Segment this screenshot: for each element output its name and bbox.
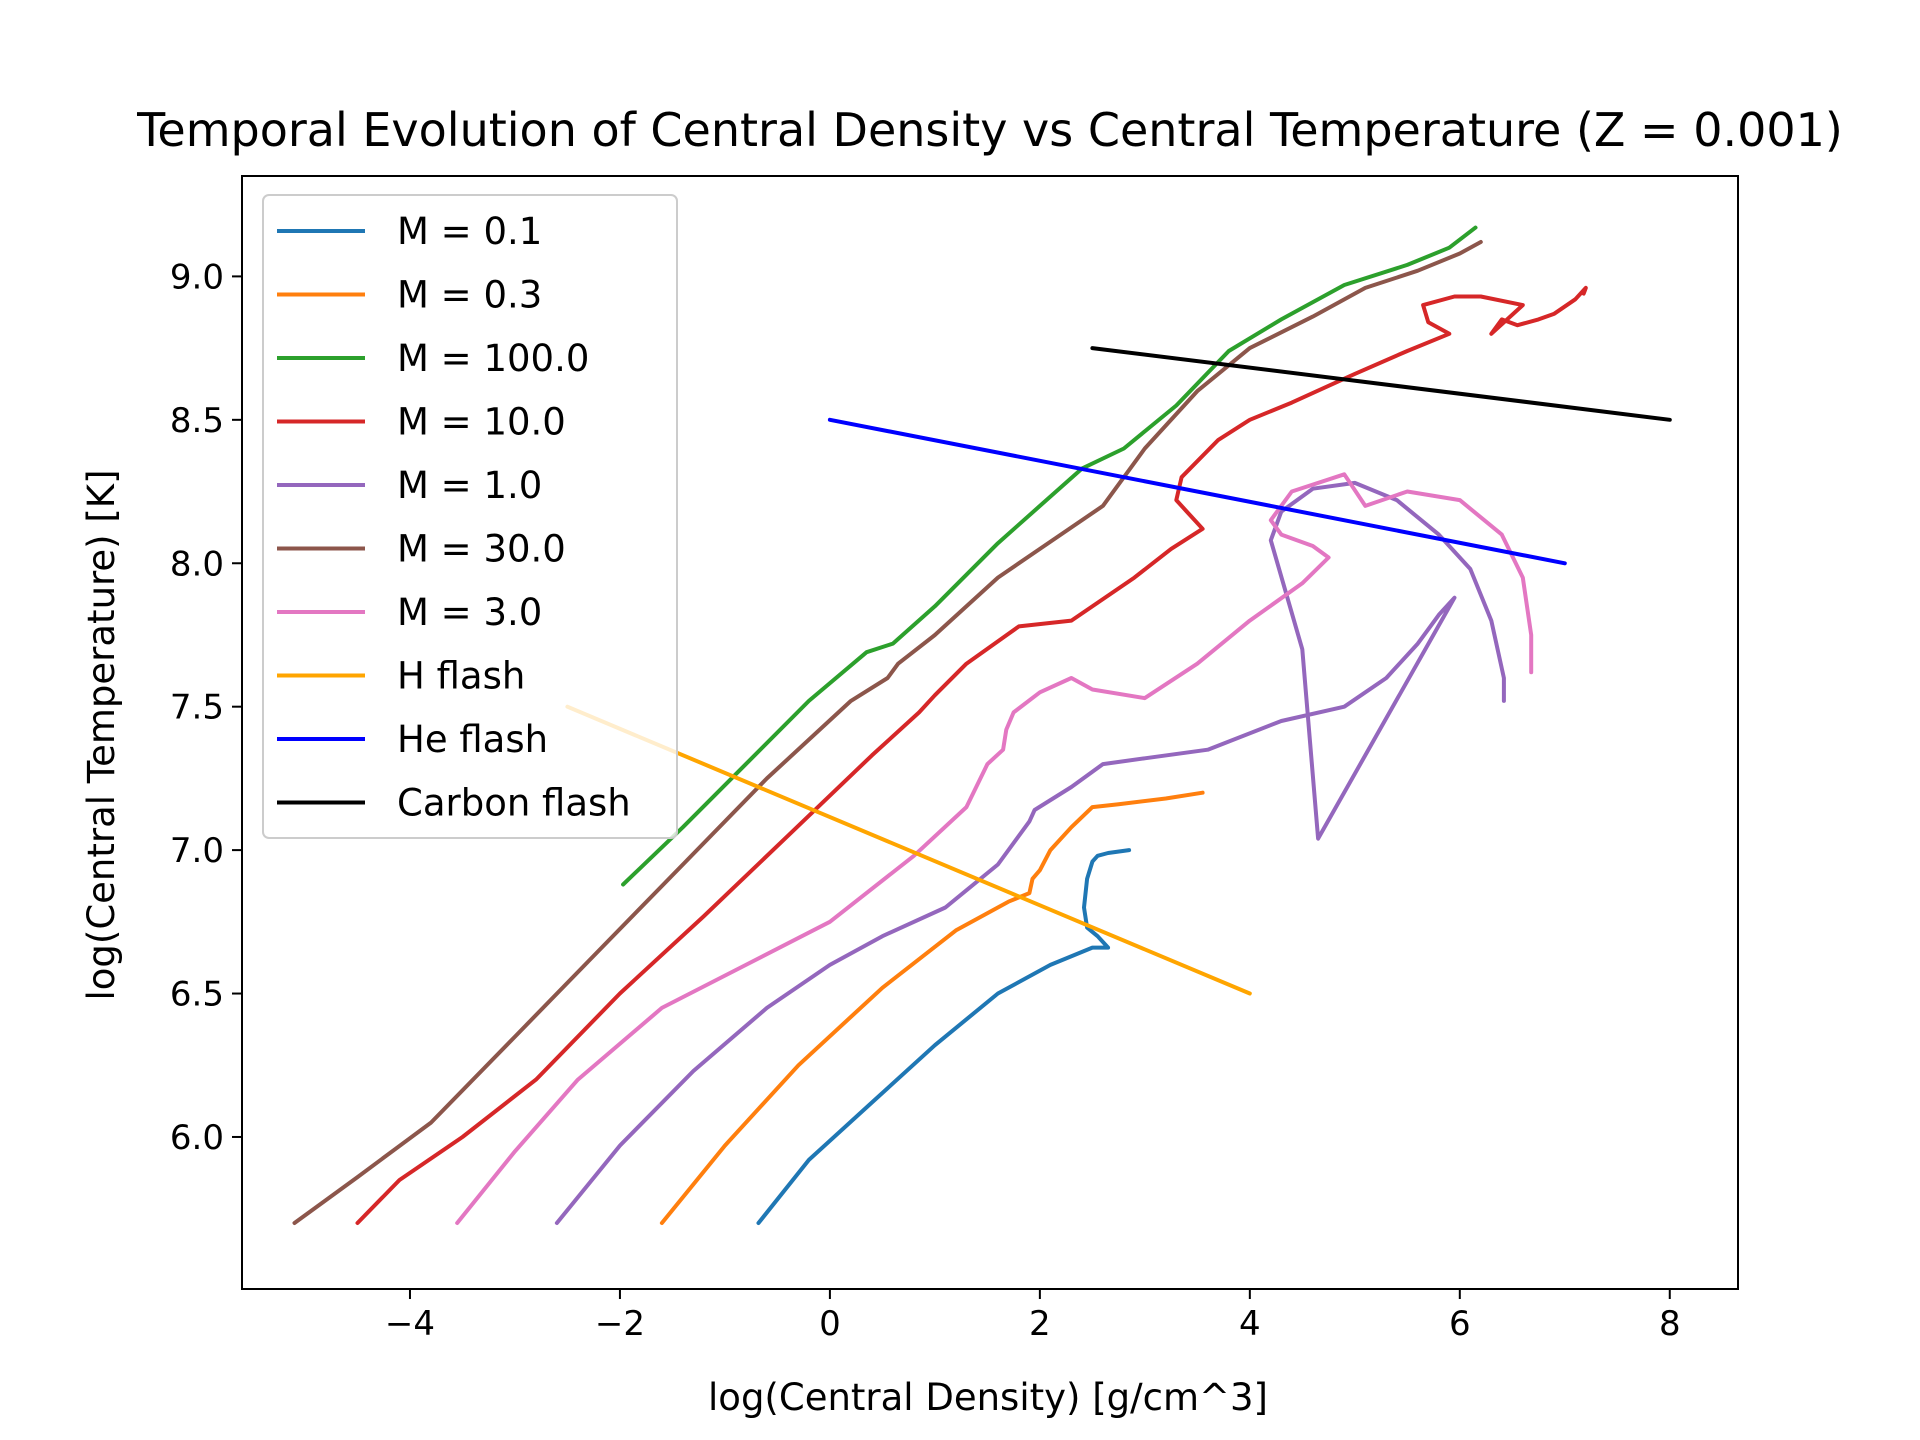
legend-box xyxy=(262,194,678,839)
plot-area xyxy=(241,175,1739,1290)
series-line-he-flash xyxy=(827,417,1567,566)
x-tick-label: 0 xyxy=(819,1304,841,1344)
x-tick-label: 4 xyxy=(1239,1304,1261,1344)
legend-label-carbon-flash: Carbon flash xyxy=(397,782,631,825)
x-tick-label: −4 xyxy=(385,1304,435,1344)
legend-label-he-flash: He flash xyxy=(397,718,548,761)
y-axis: 6.0 6.5 7.0 7.5 8.0 8.5 9.0 xyxy=(170,257,242,1158)
x-axis-label: log(Central Density) [g/cm^3] xyxy=(708,1376,1268,1419)
series-line-m-3-0 xyxy=(455,472,1534,1225)
series-line-m-100-0 xyxy=(621,225,1478,887)
y-tick-label: 9.0 xyxy=(170,257,224,297)
plot-frame xyxy=(241,175,1739,1290)
x-tick-label: 2 xyxy=(1029,1304,1051,1344)
legend-label-m-0-3: M = 0.3 xyxy=(397,274,542,317)
chart-title: Temporal Evolution of Central Density vs… xyxy=(136,103,1843,157)
legend-label-m-100-0: M = 100.0 xyxy=(397,337,589,380)
legend-label-m-0-1: M = 0.1 xyxy=(397,210,542,253)
series-line-m-10-0 xyxy=(355,285,1588,1225)
y-tick-label: 7.5 xyxy=(170,688,224,728)
series-line-m-0-1 xyxy=(756,848,1132,1225)
y-axis-label: log(Central Temperature) [K] xyxy=(80,469,123,1000)
y-tick-label: 6.5 xyxy=(170,975,224,1015)
legend-label-m-3-0: M = 3.0 xyxy=(397,591,542,634)
series-line-m-1-0 xyxy=(554,480,1506,1225)
x-tick-label: 8 xyxy=(1659,1304,1681,1344)
series-line-h-flash xyxy=(565,704,1252,996)
legend: M = 0.1 M = 0.3 M = 100.0 M = 10.0 M = 1.0 M … xyxy=(262,194,678,839)
x-tick-label: −2 xyxy=(595,1304,645,1344)
series-line-m-0-3 xyxy=(659,790,1205,1225)
legend-label-h-flash: H flash xyxy=(397,655,525,698)
legend-label-m-10-0: M = 10.0 xyxy=(397,401,566,444)
y-tick-label: 8.5 xyxy=(170,401,224,441)
y-tick-label: 6.0 xyxy=(170,1118,224,1158)
x-tick-label: 6 xyxy=(1449,1304,1471,1344)
series-line-carbon-flash xyxy=(1090,346,1672,422)
legend-label-m-1-0: M = 1.0 xyxy=(397,464,542,507)
series-line-m-30-0 xyxy=(292,240,1483,1225)
legend-label-m-30-0: M = 30.0 xyxy=(397,528,566,571)
x-axis: −4 −2 0 2 4 6 8 xyxy=(385,1289,1681,1344)
y-tick-label: 8.0 xyxy=(170,544,224,584)
y-tick-label: 7.0 xyxy=(170,831,224,871)
